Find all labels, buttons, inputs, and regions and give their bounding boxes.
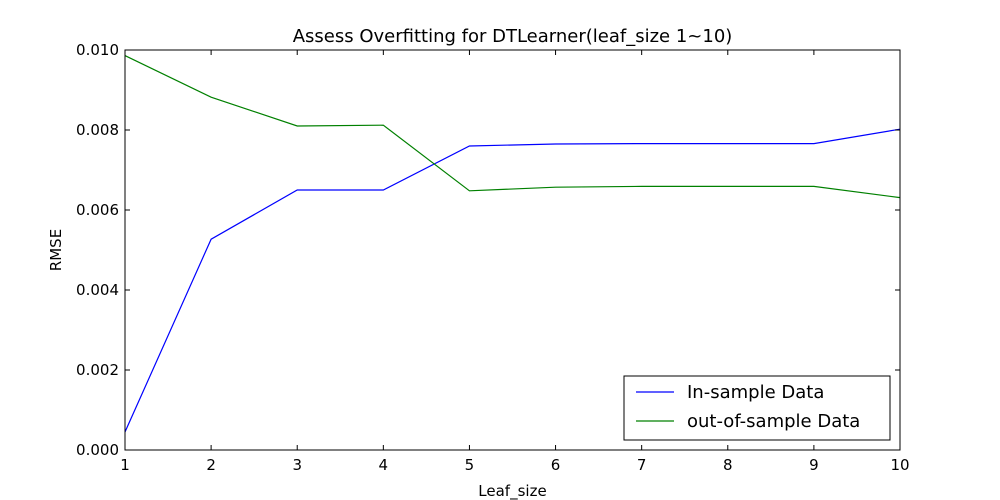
- x-tick-label: 3: [292, 456, 302, 474]
- y-tick-label: 0.010: [76, 41, 119, 59]
- legend: In-sample Data out-of-sample Data: [623, 375, 891, 441]
- x-tick-label: 10: [890, 456, 909, 474]
- y-axis: 0.000 0.002 0.004 0.006 0.008 0.010: [76, 41, 900, 459]
- y-tick-label: 0.002: [76, 361, 119, 379]
- chart-title: Assess Overfitting for DTLearner(leaf_si…: [293, 26, 733, 47]
- x-tick-label: 2: [206, 456, 216, 474]
- y-tick-label: 0.004: [76, 281, 119, 299]
- y-tick-label: 0.000: [76, 441, 119, 459]
- x-tick-label: 5: [465, 456, 475, 474]
- y-axis-label: RMSE: [47, 229, 65, 271]
- series-line-out-of-sample: [124, 55, 901, 199]
- y-tick-label: 0.006: [76, 201, 119, 219]
- series-line-in-sample: [124, 128, 901, 433]
- x-tick-label: 1: [120, 456, 130, 474]
- x-tick-label: 8: [723, 456, 733, 474]
- legend-label: out-of-sample Data: [687, 411, 860, 432]
- x-tick-label: 9: [809, 456, 819, 474]
- plot-area: [124, 49, 901, 451]
- x-axis-label: Leaf_size: [478, 482, 546, 500]
- x-tick-label: 6: [551, 456, 561, 474]
- legend-label: In-sample Data: [687, 382, 824, 403]
- x-tick-label: 4: [379, 456, 389, 474]
- plot-frame: [124, 49, 901, 451]
- x-axis: 1 2 3 4 5 6 7 8 9 10: [120, 50, 910, 474]
- x-tick-label: 7: [637, 456, 647, 474]
- legend-box: [623, 375, 891, 441]
- y-tick-label: 0.008: [76, 121, 119, 139]
